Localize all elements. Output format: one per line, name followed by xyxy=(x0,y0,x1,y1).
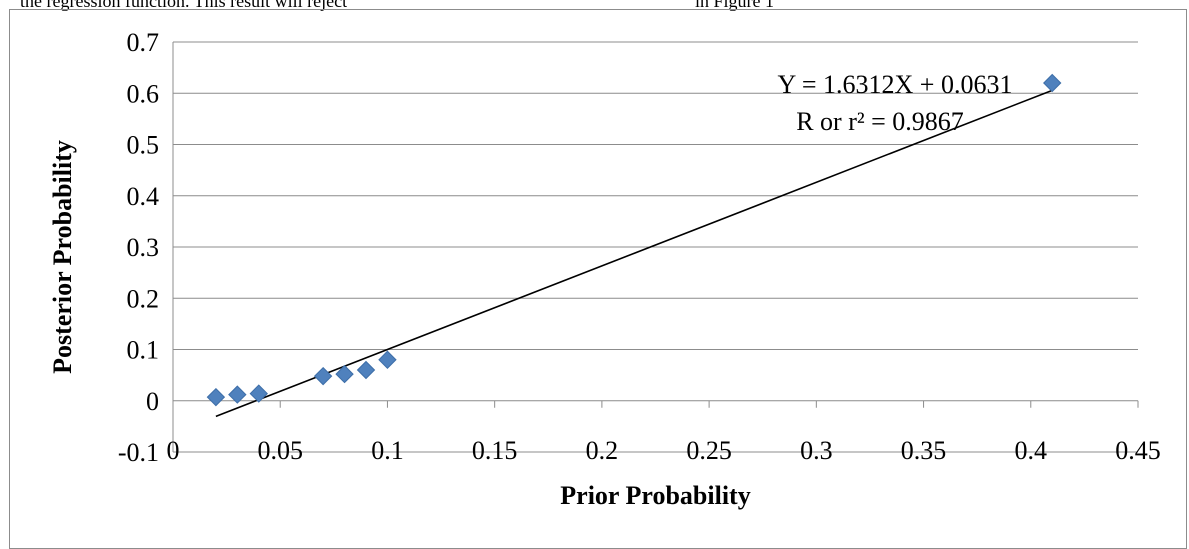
y-axis-title: Posterior Probability xyxy=(48,140,77,374)
scatter-chart: -0.1 0 0.1 0.2 0.3 0.4 0.5 0.6 0.7 0 0.05 0.1 0.15 0.… xyxy=(48,28,1161,510)
data-point xyxy=(335,364,354,384)
x-axis-title: Prior Probability xyxy=(560,481,750,510)
y-tick-label: 0.4 xyxy=(127,182,160,211)
data-points xyxy=(206,73,1062,407)
trendline-layer xyxy=(215,89,1053,418)
x-tick-label: 0.35 xyxy=(901,436,947,465)
x-tick-label: 0.1 xyxy=(371,436,404,465)
page-text-line-right: in Figure 1 xyxy=(695,0,774,11)
axes xyxy=(172,42,1139,452)
page-text-line-left: the regression function. This result wil… xyxy=(20,0,348,11)
data-point xyxy=(313,366,333,386)
r-squared-annotation: R or r² = 0.9867 xyxy=(796,107,964,136)
y-tick-label: 0.3 xyxy=(127,233,160,262)
y-tick-label: 0.7 xyxy=(127,28,160,57)
x-tick-label: 0.25 xyxy=(686,436,732,465)
data-point xyxy=(1043,73,1062,93)
data-point xyxy=(228,385,247,404)
y-tick-label: 0.5 xyxy=(127,131,160,160)
x-tick-label: 0.2 xyxy=(586,436,619,465)
gridlines xyxy=(173,41,1138,453)
x-tick-label: 0 xyxy=(167,436,180,465)
x-tick-label: 0.45 xyxy=(1115,436,1161,465)
y-tick-label: 0 xyxy=(146,387,159,416)
y-tick-label: 0.6 xyxy=(127,79,160,108)
data-point xyxy=(206,387,226,407)
data-point xyxy=(356,360,376,380)
x-tick-label: 0.4 xyxy=(1015,436,1048,465)
data-point xyxy=(378,350,397,369)
x-tick-label: 0.3 xyxy=(800,436,833,465)
x-tick-label: 0.15 xyxy=(472,436,518,465)
x-tick-label: 0.05 xyxy=(257,436,303,465)
equation-annotation: Y = 1.6312X + 0.0631 xyxy=(778,70,1013,99)
tick-labels: -0.1 0 0.1 0.2 0.3 0.4 0.5 0.6 0.7 0 0.05 0.1 0.15 0.… xyxy=(118,28,1161,467)
data-point xyxy=(249,384,268,403)
trendline xyxy=(215,89,1053,418)
y-tick-label: 0.1 xyxy=(127,336,160,365)
y-tick-label: -0.1 xyxy=(118,438,159,467)
y-tick-label: 0.2 xyxy=(127,284,160,313)
